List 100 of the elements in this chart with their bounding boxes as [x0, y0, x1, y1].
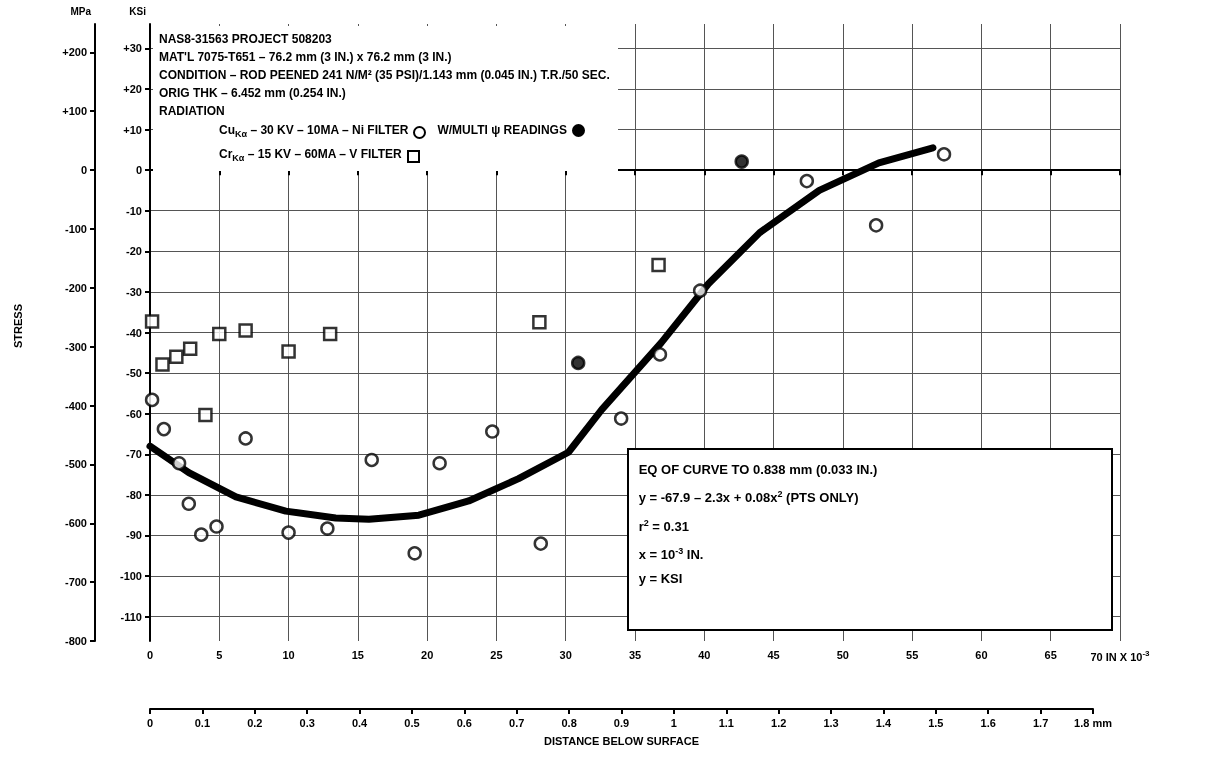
x2-tick-label: 0.5 — [404, 716, 420, 729]
y-tick-label: -70 — [126, 448, 142, 461]
point — [171, 455, 187, 471]
point — [432, 455, 447, 471]
x2-tick-label: 1 — [670, 716, 677, 729]
x-tick-label: 55 — [906, 648, 919, 661]
y-axis-title: KSi — [129, 5, 147, 17]
point — [613, 411, 629, 426]
point — [198, 407, 213, 423]
point — [407, 546, 422, 561]
point — [181, 496, 197, 512]
y-tick-label: +20 — [123, 82, 142, 95]
x-tick-label: 10 — [282, 648, 295, 661]
x2-tick-label: 1.7 — [1032, 716, 1049, 729]
y-tick-label: -60 — [126, 407, 142, 420]
point — [485, 424, 500, 439]
point — [652, 347, 668, 362]
x-tick-label: 0 — [146, 648, 154, 661]
x2-tick-label: 1.1 — [718, 716, 734, 729]
x2-tick-label: 0.6 — [456, 716, 472, 729]
annotation: ORIG THK – 6.452 mm (0.254 IN.) — [159, 85, 347, 102]
annotation: x = 10$^{-3}$ IN. — [638, 544, 705, 565]
point — [281, 344, 296, 359]
legend-label: Cr$_{Kα}$ – 15 KV – 60MA – V FILTER — [219, 146, 402, 166]
annotation: y = -67.9 – 2.3x + 0.08x$^{2}$ (PTS ONLY) — [638, 488, 860, 508]
x2-tick-label: 1.3 — [823, 716, 839, 729]
x-tick-label: 35 — [628, 648, 642, 661]
point — [532, 315, 547, 330]
x-tick-label: 5 — [216, 648, 223, 661]
y-tick-label: -40 — [126, 326, 142, 339]
x2-tick-label: 1.8 mm — [1074, 716, 1113, 729]
y2-axis-title: MPa — [70, 5, 92, 17]
y-tick-label: -10 — [126, 204, 142, 217]
point — [570, 355, 586, 371]
x-tick-label: 25 — [490, 648, 503, 661]
y-tick-label: -20 — [126, 245, 142, 258]
y-tick-label: -30 — [126, 285, 142, 298]
y-tick-label: +30 — [123, 42, 142, 55]
point — [209, 519, 224, 534]
point — [533, 536, 549, 551]
y2-tick-label: +100 — [62, 105, 87, 118]
x2-tick-label: 0.9 — [613, 716, 630, 729]
point — [155, 357, 170, 372]
x-tick-label: 30 — [559, 648, 572, 661]
x-tick-label: 45 — [767, 648, 780, 661]
point — [936, 147, 952, 162]
point — [144, 392, 160, 408]
annotation: MAT'L 7075-T651 – 76.2 mm (3 IN.) x 76.2 mm (3 IN.) — [159, 49, 453, 66]
point — [692, 283, 708, 298]
y-tick-label: -100 — [119, 570, 142, 583]
x-tick-label: 65 — [1044, 648, 1057, 661]
x2-tick-label: 1.5 — [928, 716, 944, 729]
point — [651, 257, 666, 273]
point — [799, 173, 815, 189]
point — [281, 525, 296, 540]
point — [144, 314, 160, 329]
y-tick-label: -80 — [126, 488, 142, 501]
point — [320, 521, 335, 536]
x2-tick-label: 0 — [146, 716, 154, 729]
annotation: y = KSI — [638, 570, 684, 589]
x2-tick-label: 0.1 — [194, 716, 211, 729]
y2-tick-label: -700 — [64, 576, 87, 589]
y-tick-label: -110 — [120, 610, 142, 623]
point — [156, 421, 172, 437]
point — [194, 527, 209, 542]
y2-tick-label: -400 — [64, 399, 87, 412]
x-tick-label: 50 — [836, 648, 849, 661]
text: STRESS — [11, 304, 24, 349]
point — [238, 431, 253, 446]
x2-tick-label: 1.4 — [875, 716, 892, 729]
y2-tick-label: -500 — [64, 458, 87, 471]
point — [322, 326, 338, 342]
x-tick-label: 60 — [975, 648, 988, 661]
point — [734, 154, 749, 169]
point — [212, 326, 227, 342]
x2-tick-label: 0.2 — [247, 716, 263, 729]
y2-tick-label: -200 — [64, 281, 87, 294]
x2-tick-label: 0.4 — [351, 716, 369, 729]
y2-tick-label: 0 — [80, 164, 87, 177]
point — [238, 323, 253, 338]
x-tick-label: 40 — [698, 648, 711, 661]
y-tick-label: -90 — [126, 529, 142, 542]
x2-tick-label: 0.7 — [509, 716, 525, 729]
y2-tick-label: +200 — [62, 46, 87, 59]
y2-tick-label: -800 — [64, 635, 87, 647]
point — [364, 452, 379, 468]
annotation: r$^{2}$ = 0.31 — [638, 516, 690, 536]
x2-tick-label: 1.2 — [771, 716, 787, 729]
x-tick-label: 15 — [351, 648, 364, 661]
y2-tick-label: -300 — [64, 340, 87, 353]
x2-tick-label: 0.8 — [561, 716, 577, 729]
x-axis-title: DISTANCE BELOW SURFACE — [543, 734, 700, 747]
annotation: CONDITION – ROD PEENED 241 N/M² (35 PSI)/1.143 mm (0.045 IN.) T.R./50 SEC. — [159, 67, 610, 84]
point — [182, 341, 198, 356]
point — [169, 349, 184, 365]
annotation: EQ OF CURVE TO 0.838 mm (0.033 IN.) — [638, 461, 879, 480]
y-tick-label: 0 — [135, 164, 142, 177]
x2-tick-label: 1.6 — [980, 716, 996, 729]
legend-label: W/MULTI ψ READINGS — [437, 122, 567, 139]
y-tick-label: -50 — [126, 367, 142, 380]
